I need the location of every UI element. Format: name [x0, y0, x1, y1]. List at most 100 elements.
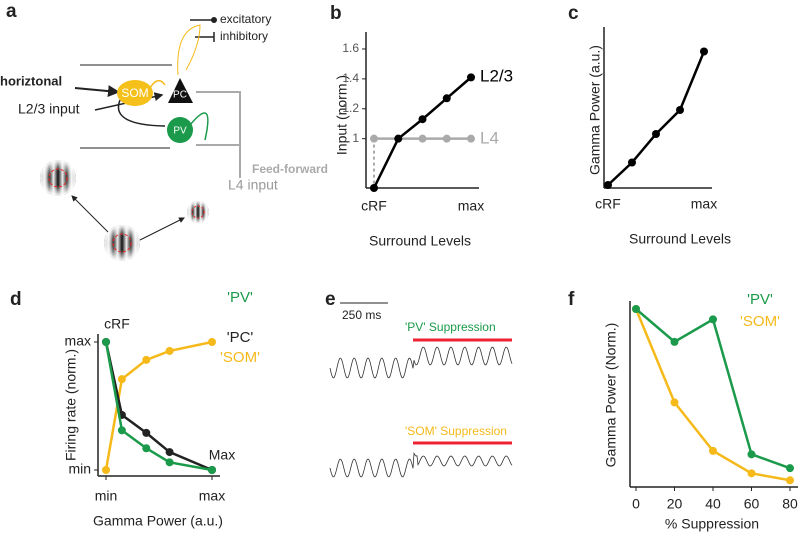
data-point	[208, 466, 216, 474]
annotation: cRF	[104, 316, 130, 332]
data-point	[117, 426, 126, 435]
data-point	[632, 305, 640, 313]
data-point	[604, 181, 612, 189]
cell-label: SOM	[121, 86, 148, 100]
y-tick-label: max	[65, 333, 91, 349]
grating	[40, 160, 76, 196]
y-axis-label: Gamma Power (Norm.)	[603, 323, 619, 468]
x-tick-label: 80	[782, 496, 798, 512]
x-tick-label: cRF	[595, 196, 621, 212]
y-tick-label: 1.6	[342, 41, 359, 55]
y-tick-label: min	[68, 461, 91, 477]
data-point	[652, 130, 660, 138]
legend-label: 'PV'	[227, 289, 253, 306]
panel-letter: f	[568, 289, 575, 310]
data-point	[418, 134, 427, 143]
data-point	[165, 346, 174, 355]
legend-label: 'SOM'	[220, 349, 260, 366]
legend-label: L2/3	[480, 66, 513, 85]
data-point	[418, 115, 427, 124]
data-point	[142, 355, 151, 364]
series-line	[372, 76, 472, 189]
x-axis-label: Surround Levels	[629, 231, 731, 247]
input-label: L2/3 input	[18, 101, 80, 117]
data-point	[467, 73, 475, 82]
panel-letter: d	[10, 289, 22, 310]
data-point	[747, 469, 756, 478]
x-tick-label: max	[199, 488, 225, 504]
x-tick-label: max	[691, 196, 717, 212]
data-point	[700, 47, 708, 56]
y-tick-label: 1	[352, 131, 359, 145]
x-axis-label: % Suppression	[665, 516, 759, 532]
x-tick-label: 20	[667, 496, 683, 512]
cell-label: PV	[173, 126, 187, 137]
grating	[104, 225, 140, 261]
data-point	[786, 476, 794, 485]
y-tick-label: 1.4	[342, 71, 359, 85]
series-line	[607, 51, 706, 186]
x-tick-label: 40	[705, 496, 721, 512]
scale-bar-label: 250 ms	[342, 308, 381, 322]
data-point	[709, 446, 717, 455]
data-point	[117, 375, 126, 384]
data-point	[747, 450, 756, 459]
panel-letter: a	[6, 1, 17, 22]
data-point	[786, 464, 794, 473]
data-point	[370, 184, 378, 192]
y-axis-label: Gamma Power (a.u.)	[587, 45, 603, 175]
series-line	[635, 308, 791, 470]
legend-label: 'SOM'	[740, 313, 780, 330]
y-tick-label: 1.2	[342, 101, 359, 115]
cell-label: PC	[173, 90, 187, 101]
input-label: horiztonal	[0, 73, 62, 88]
data-point	[142, 428, 151, 437]
legend-label: L4	[480, 128, 499, 147]
x-tick-label: 0	[632, 496, 640, 512]
y-axis-label: Input (norm.)	[334, 75, 350, 155]
x-tick-label: max	[458, 198, 484, 214]
data-point	[394, 134, 403, 143]
panel-letter: c	[568, 3, 579, 24]
panel-letter: e	[325, 289, 336, 310]
circuit-diagram: a excitatory inhibitory horiztonal L2/3 …	[0, 1, 328, 261]
data-point	[102, 338, 110, 346]
input-label: L4 input	[228, 177, 278, 193]
series-line	[104, 341, 213, 472]
x-axis-label: Surround Levels	[369, 233, 471, 249]
voltage-traces: e 250 ms 'PV' Suppression 'SOM' Suppress…	[325, 289, 513, 478]
data-point	[370, 134, 378, 143]
condition-label: 'SOM' Suppression	[405, 424, 507, 438]
trace	[329, 346, 513, 379]
series-line	[104, 340, 213, 471]
legend-label: 'PC'	[227, 329, 254, 346]
panel-letter: b	[330, 3, 342, 24]
data-point	[670, 337, 679, 346]
trace	[329, 451, 513, 478]
grating	[187, 201, 209, 223]
data-point	[709, 315, 717, 324]
annotation: Max	[209, 447, 235, 463]
y-axis-label: Firing rate (norm.)	[63, 349, 79, 461]
data-point	[165, 448, 174, 457]
data-point	[628, 158, 636, 167]
series-line	[104, 341, 213, 472]
x-tick-label: 60	[744, 496, 760, 512]
data-point	[442, 134, 451, 143]
legend-label: inhibitory	[220, 29, 268, 43]
x-axis-label: Gamma Power (a.u.)	[93, 513, 223, 529]
x-tick-label: cRF	[361, 198, 387, 214]
data-point	[467, 134, 475, 143]
data-point	[442, 94, 451, 103]
data-point	[165, 458, 174, 467]
data-point	[142, 444, 151, 453]
legend-label: 'PV'	[747, 291, 773, 308]
x-tick-label: min	[95, 488, 118, 504]
feed-forward-label: Feed-forward	[252, 162, 328, 176]
data-point	[102, 466, 110, 474]
legend-label: excitatory	[220, 12, 271, 26]
data-point	[676, 106, 684, 114]
condition-label: 'PV' Suppression	[405, 320, 496, 334]
data-point	[670, 398, 679, 407]
